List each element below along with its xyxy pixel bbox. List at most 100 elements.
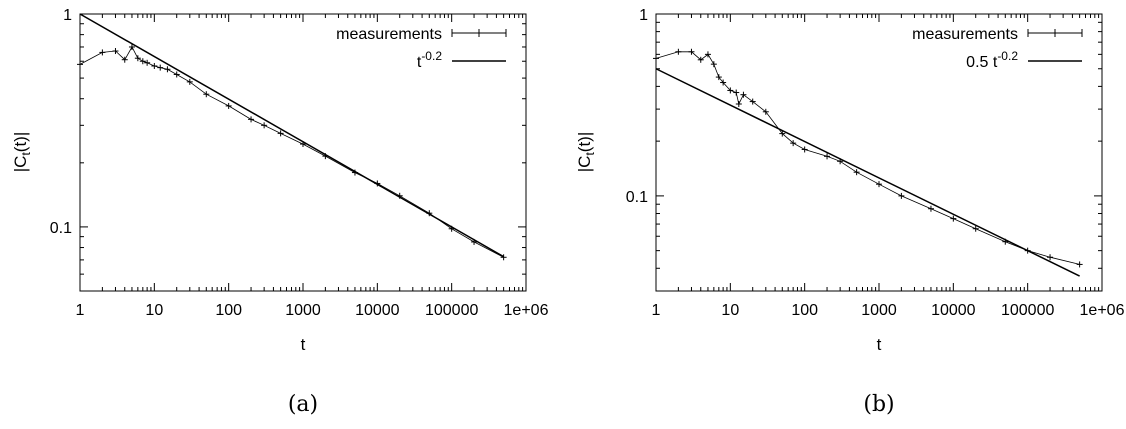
measurement-point: [351, 169, 358, 176]
y-axis-label: |Ct(t)|: [11, 132, 33, 173]
measurement-point: [300, 141, 306, 148]
x-tick-label: 10000: [355, 302, 400, 319]
y-tick-labels: 0.11: [626, 7, 648, 206]
measurement-point: [972, 225, 979, 232]
x-tick-label: 10: [721, 302, 739, 319]
measurement-point: [950, 215, 957, 222]
measurement-point: [99, 49, 106, 56]
measurement-point: [697, 56, 704, 63]
measurement-point: [134, 55, 141, 62]
measurement-point: [426, 210, 433, 217]
chart-panel-a: 1 10 100 1000 10000 100000 1e+06 0.11 measurem…: [11, 7, 549, 417]
x-axis-label: t: [301, 335, 306, 354]
x-tick-label: 1e+06: [1080, 302, 1125, 319]
legend-entry-power-law: 0.5 t-0.2: [966, 49, 1018, 71]
measurement-point: [733, 89, 740, 96]
legend-entry-power-law: t-0.2: [417, 49, 442, 71]
measurement-point: [740, 91, 747, 98]
data-marks: [77, 13, 507, 261]
measurement-point: [853, 169, 860, 176]
measurement-point: [710, 61, 717, 68]
measurement-point: [471, 238, 478, 245]
measurement-point: [876, 181, 882, 188]
measurement-point: [720, 79, 727, 86]
x-tick-label: 100: [791, 302, 818, 319]
measurement-point: [653, 55, 659, 62]
legend-entry-measurements: measurements: [336, 26, 442, 43]
y-tick-label: 1: [639, 7, 648, 24]
measurement-point: [715, 74, 722, 81]
measurement-point: [727, 87, 734, 94]
y-tick-label: 0.1: [50, 220, 72, 237]
x-tick-label: 1000: [285, 302, 321, 319]
x-tick-label: 1: [76, 302, 85, 319]
power-law-fit-line: [655, 68, 1080, 277]
y-axis-label: |Ct(t)|: [575, 132, 597, 173]
measurement-point: [762, 108, 769, 115]
measurement-point: [186, 78, 193, 85]
measurement-point: [1076, 261, 1083, 268]
measurement-point: [203, 91, 210, 98]
plot-frame: [655, 13, 1103, 292]
measurement-point: [927, 205, 934, 212]
x-axis-label: t: [877, 335, 882, 354]
measurement-point: [261, 122, 268, 129]
legend-entry-measurements: measurements: [912, 26, 1018, 43]
measurement-point: [1047, 254, 1054, 261]
measurement-point: [837, 158, 844, 165]
measurement-point: [225, 102, 232, 109]
legend: measurements t-0.2: [336, 26, 507, 71]
measurement-point: [801, 146, 808, 153]
legend: measurements 0.5 t-0.2: [912, 26, 1083, 71]
measurement-point: [824, 153, 831, 160]
measurement-point: [779, 130, 786, 137]
measurement-point: [735, 101, 742, 108]
measurement-point: [139, 58, 146, 65]
measurements-line: [655, 51, 1080, 265]
measurement-point: [790, 140, 797, 147]
measurement-point: [1002, 238, 1009, 245]
measurement-point: [322, 153, 329, 160]
panel-caption: (a): [288, 392, 318, 417]
measurement-point: [77, 61, 83, 68]
measurement-point: [173, 71, 180, 78]
measurement-point: [675, 48, 682, 55]
measurement-point: [374, 180, 381, 187]
panel-caption: (b): [863, 392, 894, 417]
measurement-point: [157, 64, 164, 71]
x-tick-label: 10000: [931, 302, 976, 319]
measurement-point: [1024, 247, 1031, 254]
measurement-point: [448, 225, 455, 232]
measurement-point: [277, 130, 284, 137]
measurement-point: [898, 192, 905, 199]
data-marks: [653, 48, 1083, 277]
tick-marks: [79, 14, 527, 292]
x-tick-label: 1000: [861, 302, 897, 319]
measurement-point: [704, 51, 711, 58]
measurement-point: [112, 48, 119, 55]
y-tick-labels: 0.11: [50, 7, 72, 237]
x-tick-label: 100000: [1001, 302, 1054, 319]
measurement-point: [500, 254, 507, 261]
y-tick-label: 1: [63, 7, 72, 24]
tick-marks: [655, 14, 1103, 292]
x-tick-label: 100000: [425, 302, 478, 319]
measurement-point: [749, 98, 756, 105]
measurement-point: [248, 116, 255, 123]
x-tick-label: 100: [215, 302, 242, 319]
measurement-point: [688, 48, 695, 55]
y-tick-label: 0.1: [626, 189, 648, 206]
x-tick-labels: 1 10 100 1000 10000 100000 1e+06: [652, 302, 1125, 319]
x-tick-label: 1e+06: [504, 302, 549, 319]
measurements-line: [79, 46, 504, 258]
measurement-point: [128, 43, 135, 50]
measurement-point: [144, 59, 151, 66]
plot-frame: [79, 13, 527, 292]
x-tick-label: 1: [652, 302, 661, 319]
measurement-point: [121, 56, 128, 63]
x-tick-labels: 1 10 100 1000 10000 100000 1e+06: [76, 302, 549, 319]
measurement-point: [151, 62, 158, 69]
measurement-point: [396, 192, 403, 199]
measurement-point: [164, 66, 171, 73]
